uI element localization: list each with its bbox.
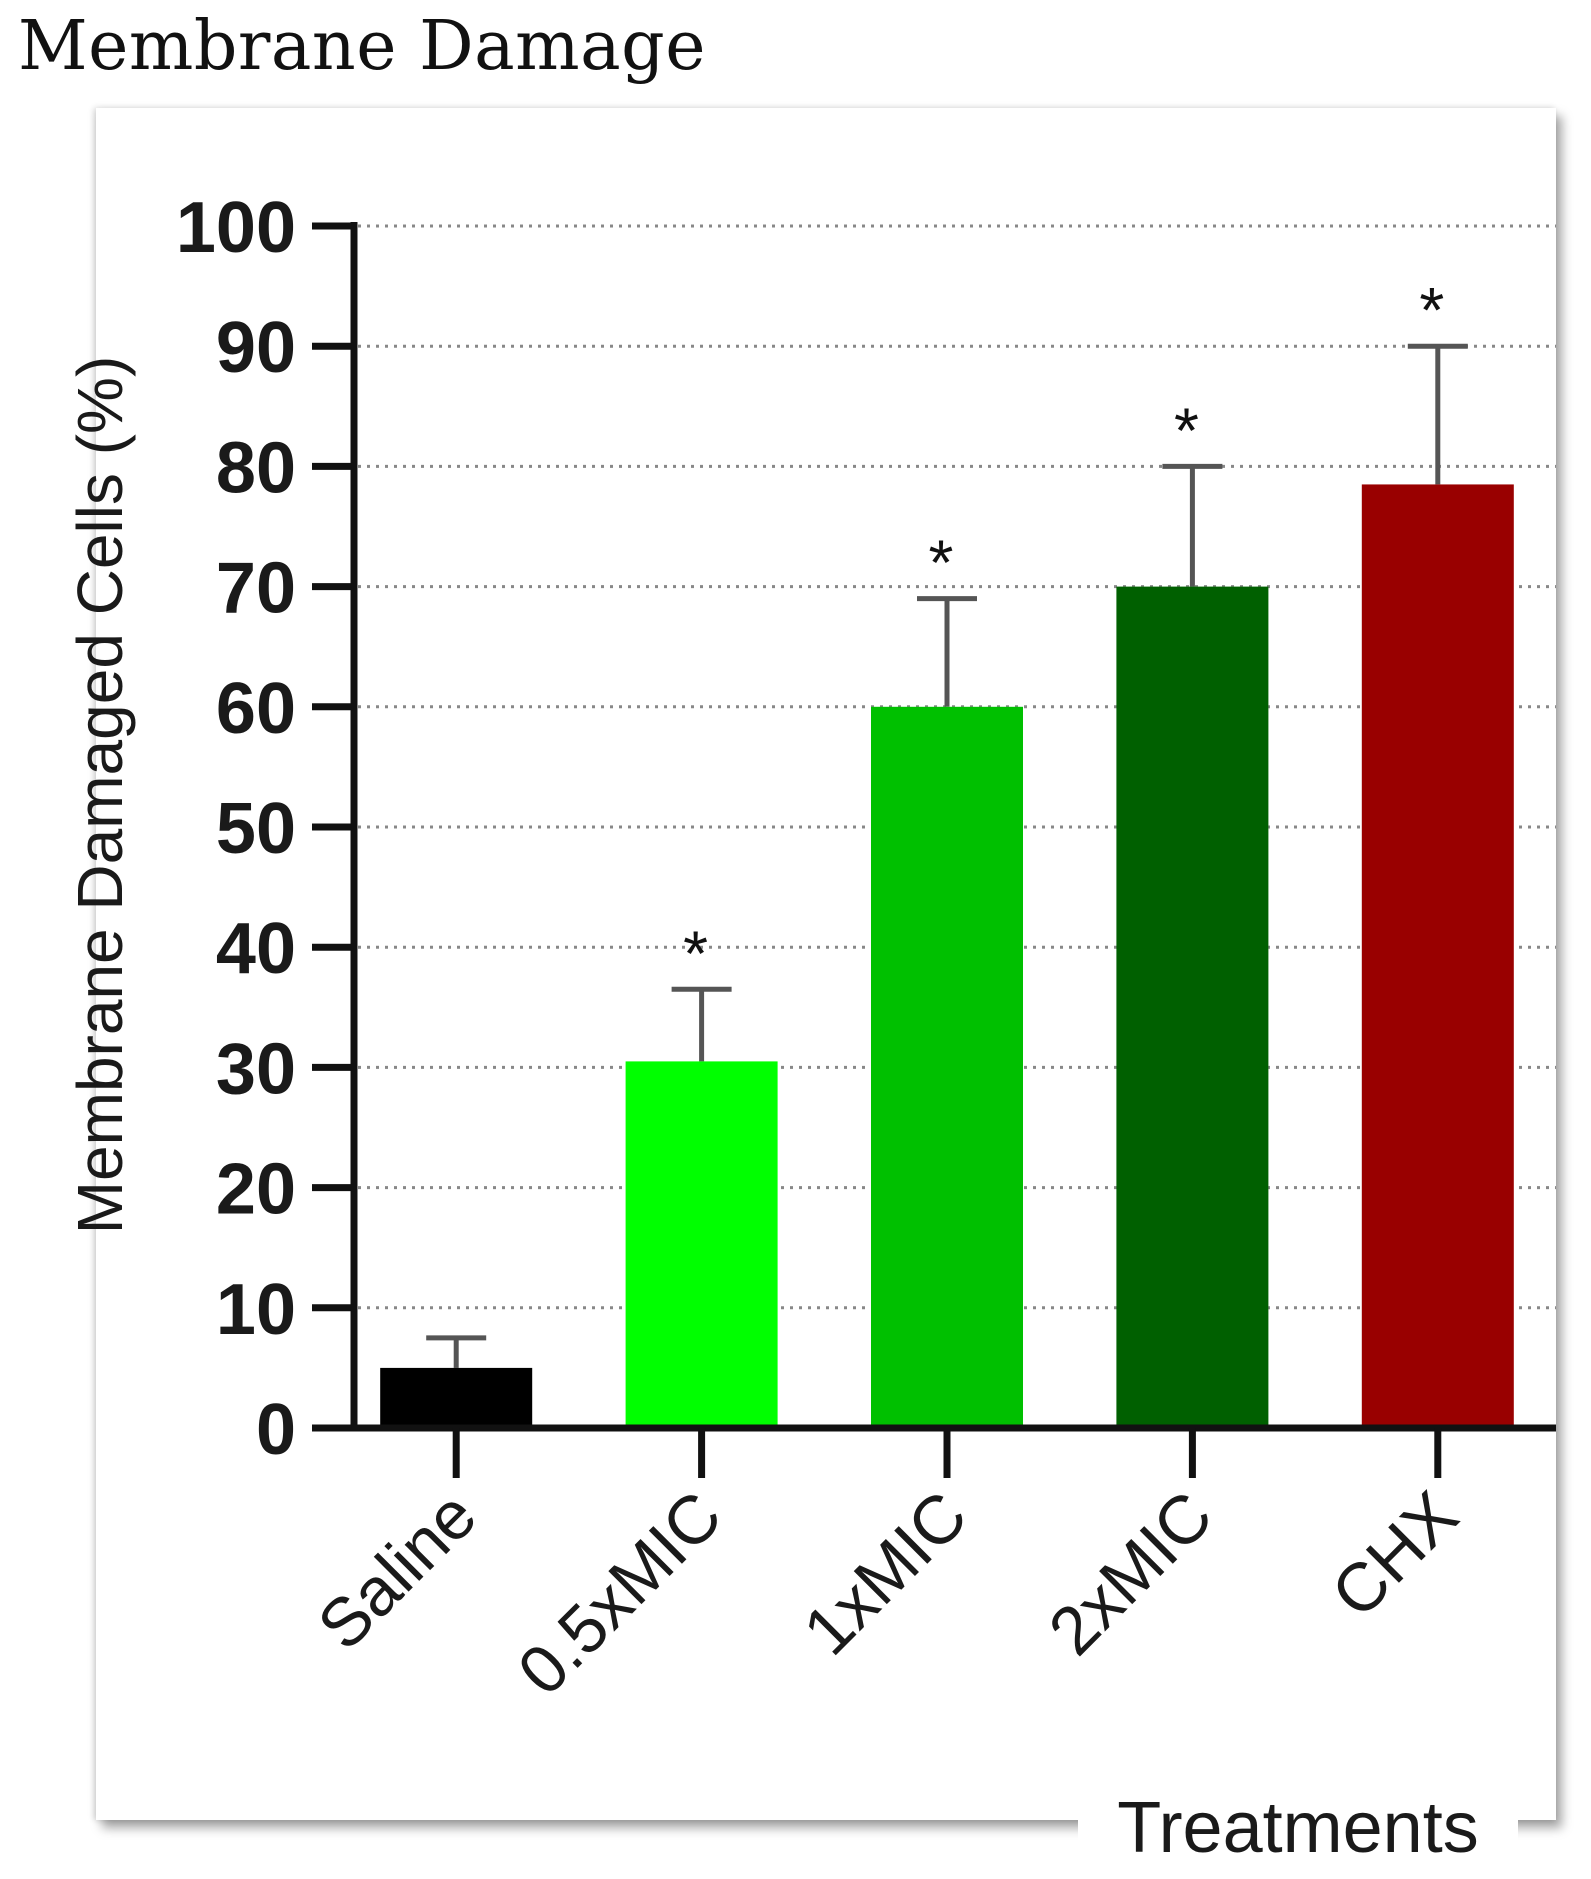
x-tick-label: 0.5xMIC [503,1477,736,1710]
bars: * * * * [380,274,1514,1428]
y-tick-label: 30 [216,1029,296,1109]
y-tick-label: 80 [216,428,296,508]
y-axis-title: Membrane Damaged Cells (%) [64,356,136,1235]
y-tick-label: 60 [216,669,296,749]
significance-marker: * [1174,394,1199,466]
bar [380,1367,533,1428]
y-tick-label: 0 [256,1390,296,1470]
y-tick-label: 100 [176,188,296,268]
y-tick-label: 90 [216,308,296,388]
bar [1361,484,1514,1428]
chart-panel [96,108,1556,1820]
y-tick-label: 40 [216,909,296,989]
x-tick-label: 2xMIC [1034,1477,1227,1670]
significance-marker: * [929,527,954,599]
y-tick-label: 10 [216,1270,296,1350]
x-tick-label: Saline [303,1477,490,1664]
y-tick-label: 20 [216,1150,296,1230]
x-tick-label: CHX [1317,1477,1472,1632]
figure-title: Membrane Damage [18,7,706,86]
significance-marker: * [1419,274,1444,346]
significance-marker: * [683,917,708,989]
y-tick-label: 50 [216,789,296,869]
y-tick-label: 70 [216,549,296,629]
x-axis-title: Treatments [1117,1788,1478,1868]
gridlines [358,224,1556,1310]
bar [871,706,1023,1428]
x-tick-label: 1xMIC [789,1477,982,1670]
x-ticks: Saline 0.5xMIC 1xMIC 2xMIC CHX [303,1428,1472,1710]
bar [1116,586,1269,1428]
y-ticks: 0 10 20 30 40 50 60 70 80 90 100 [176,188,354,1470]
x-axis-title-backdrop [1078,1772,1518,1872]
bar [625,1061,778,1428]
